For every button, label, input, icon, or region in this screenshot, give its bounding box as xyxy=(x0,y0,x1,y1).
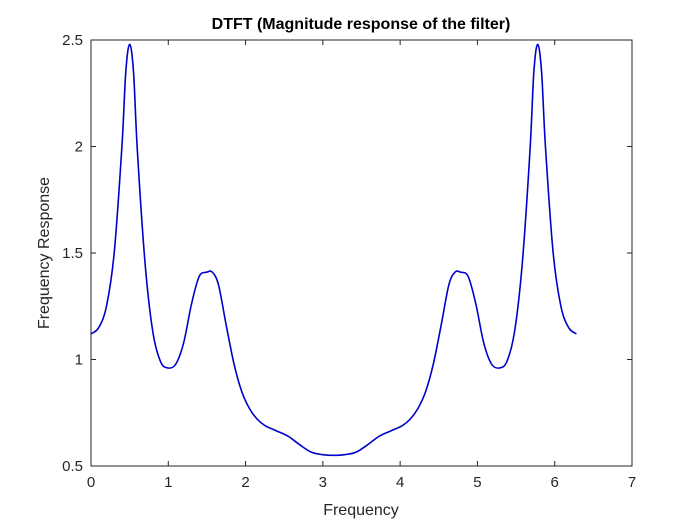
tick-labels: 0 1 2 3 4 5 6 7 0.5 1 1.5 2 2.5 xyxy=(62,32,636,491)
plot-area xyxy=(91,40,632,466)
x-tick-label: 5 xyxy=(473,474,481,491)
chart-title: DTFT (Magnitude response of the filter) xyxy=(212,16,511,33)
x-tick-label: 2 xyxy=(241,474,249,491)
axes-box xyxy=(90,39,633,467)
y-tick-label: 1 xyxy=(75,352,83,369)
x-tick-label: 0 xyxy=(87,474,95,491)
x-tick-label: 7 xyxy=(628,474,636,491)
y-tick-label: 2.5 xyxy=(62,32,83,49)
y-axis-label: Frequency Response xyxy=(36,177,53,329)
x-tick-label: 3 xyxy=(319,474,327,491)
x-tick-label: 1 xyxy=(164,474,172,491)
y-tick-label: 1.5 xyxy=(62,245,83,262)
x-tick-label: 4 xyxy=(396,474,404,491)
y-tick-label: 0.5 xyxy=(62,458,83,475)
x-axis-label: Frequency xyxy=(323,502,399,519)
y-tick-label: 2 xyxy=(75,139,83,156)
x-tick-label: 6 xyxy=(551,474,559,491)
series-line xyxy=(90,43,577,457)
